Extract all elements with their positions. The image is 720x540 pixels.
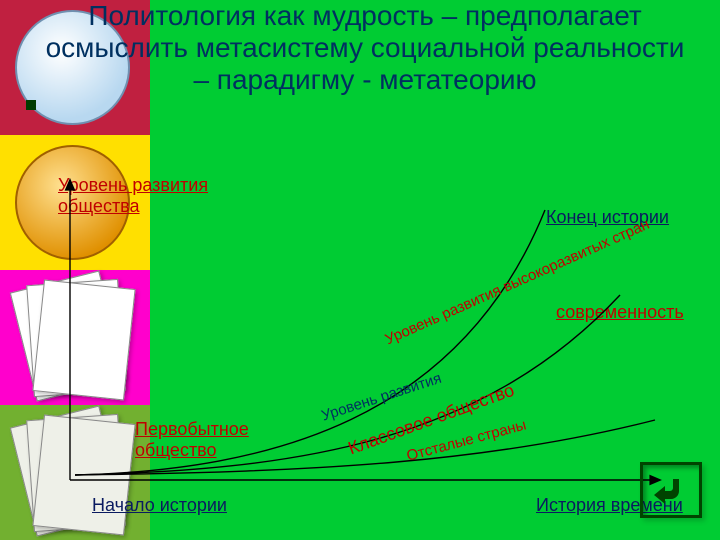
slide-title: Политология как мудрость – предполагает … [40, 0, 690, 97]
history-chart [60, 170, 680, 510]
bullet-icon [26, 100, 36, 110]
return-arrow-icon [651, 473, 691, 507]
return-button[interactable] [640, 462, 702, 518]
